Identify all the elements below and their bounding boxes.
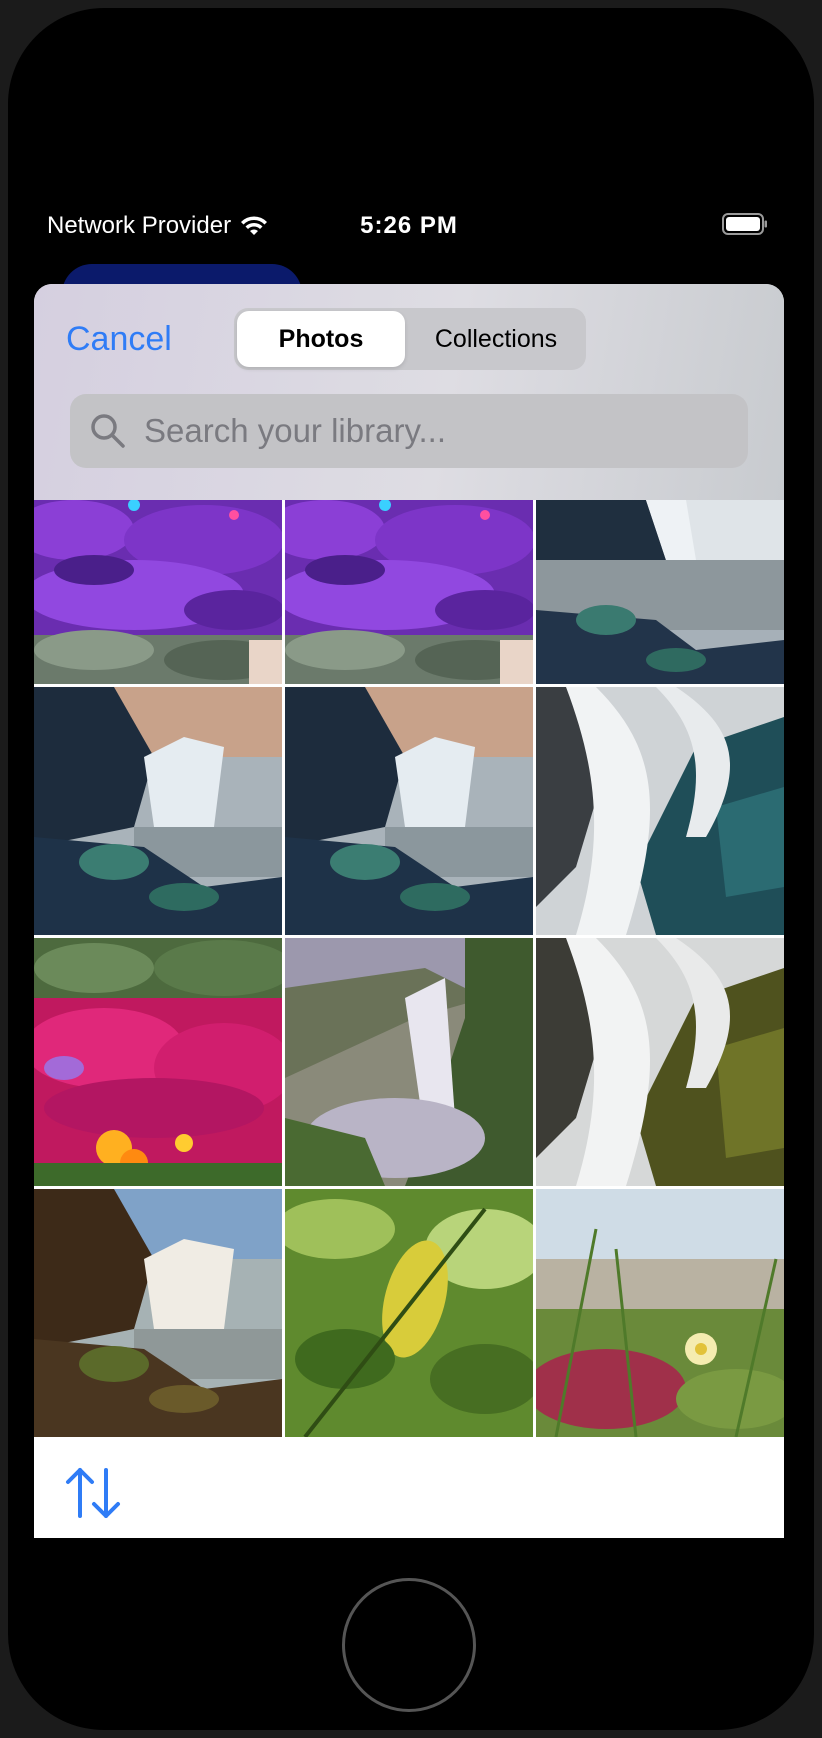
status-bar: Network Provider 5:26 PM bbox=[34, 198, 784, 252]
home-button[interactable] bbox=[342, 1578, 476, 1712]
photo-grid bbox=[34, 500, 784, 1442]
picker-toolbar bbox=[34, 1442, 784, 1538]
sort-arrows-icon[interactable] bbox=[64, 1466, 124, 1520]
photo-thumbnail-beach-grass-flower[interactable] bbox=[536, 1189, 784, 1437]
search-field[interactable] bbox=[70, 394, 748, 468]
search-icon bbox=[91, 414, 125, 448]
status-time: 5:26 PM bbox=[360, 212, 458, 239]
picker-header: Cancel Photos Collections bbox=[34, 284, 784, 500]
photo-thumbnail-waterfall-blue-3[interactable] bbox=[285, 687, 533, 935]
screen: Network Provider 5:26 PM Cancel bbox=[34, 198, 784, 1538]
photo-thumbnail-pink-flowers[interactable] bbox=[34, 938, 282, 1186]
segment-photos[interactable]: Photos bbox=[237, 311, 405, 367]
battery-icon bbox=[722, 212, 768, 243]
photo-thumbnail-waterfall-brown[interactable] bbox=[34, 1189, 282, 1437]
photo-thumbnail-green-leaves[interactable] bbox=[285, 1189, 533, 1437]
carrier-group: Network Provider bbox=[47, 212, 269, 240]
photo-picker-sheet: Cancel Photos Collections bbox=[34, 284, 784, 1538]
segmented-control: Photos Collections bbox=[234, 308, 586, 370]
photo-thumbnail-waterfall-blue-2[interactable] bbox=[34, 687, 282, 935]
segment-collections[interactable]: Collections bbox=[434, 324, 558, 353]
cancel-button[interactable]: Cancel bbox=[66, 320, 172, 358]
wifi-icon bbox=[241, 216, 268, 235]
photo-thumbnail-waterfall-moss-closeup[interactable] bbox=[536, 938, 784, 1186]
carrier-label: Network Provider bbox=[47, 212, 232, 239]
photo-thumbnail-waterfall-blue[interactable] bbox=[536, 500, 784, 684]
photo-thumbnail-waterfall-canyon[interactable] bbox=[285, 938, 533, 1186]
photo-thumbnail-purple-flowers-2[interactable] bbox=[285, 500, 533, 684]
photo-thumbnail-purple-flowers[interactable] bbox=[34, 500, 282, 684]
search-input[interactable] bbox=[142, 411, 726, 451]
photo-thumbnail-waterfall-teal-closeup[interactable] bbox=[536, 687, 784, 935]
